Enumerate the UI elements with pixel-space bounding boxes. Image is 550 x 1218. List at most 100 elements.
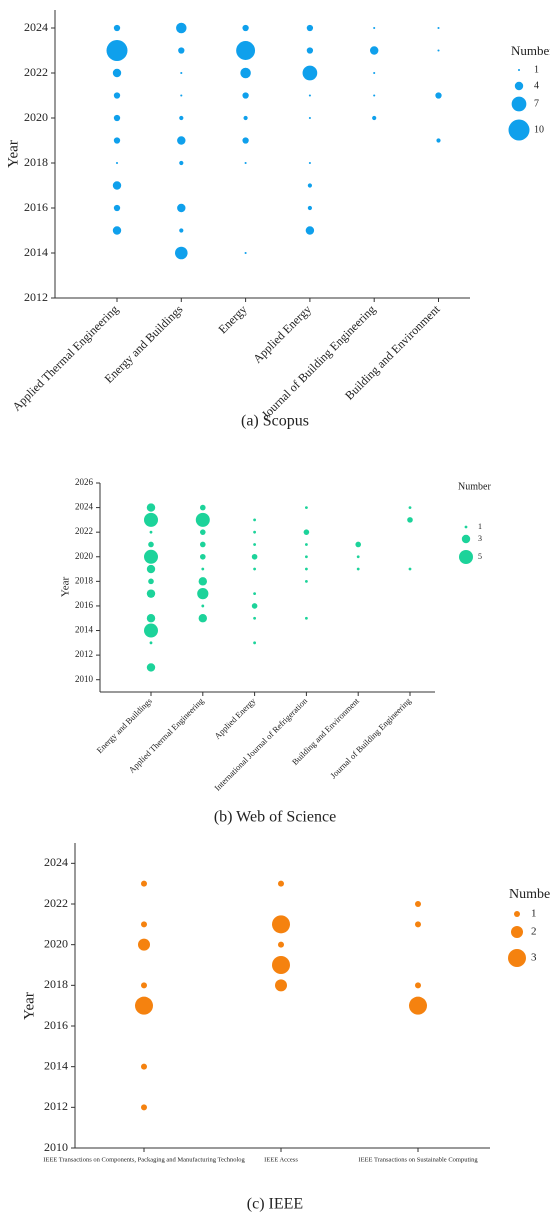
- bubble: [113, 204, 121, 212]
- bubble: [113, 137, 121, 144]
- bubble: [305, 555, 308, 559]
- legend-title: Number: [509, 887, 550, 902]
- legend-bubble: [511, 96, 527, 112]
- bubble: [278, 941, 284, 948]
- bubble: [179, 228, 184, 233]
- bubble: [253, 641, 256, 645]
- legend-label: 5: [478, 552, 482, 561]
- legend-bubble: [464, 525, 468, 529]
- y-tick-label: 2022: [44, 896, 68, 910]
- bubble: [306, 24, 314, 32]
- bubble: [355, 541, 362, 548]
- bubble: [242, 92, 249, 99]
- bubble: [372, 115, 377, 121]
- bubble: [305, 579, 308, 583]
- bubble: [272, 956, 290, 974]
- bubble: [112, 68, 122, 78]
- bubble: [370, 46, 379, 55]
- bubble: [198, 614, 207, 623]
- y-axis-label: Year: [21, 992, 37, 1020]
- legend-title: Number: [511, 43, 550, 58]
- legend-label: 1: [534, 64, 539, 75]
- bubble: [253, 616, 256, 620]
- legend-label: 2: [531, 926, 537, 938]
- bubble: [113, 92, 121, 99]
- bubble: [141, 1063, 147, 1070]
- bubble: [407, 517, 413, 523]
- legend-label: 10: [534, 124, 544, 135]
- y-tick-label: 2018: [75, 575, 94, 585]
- x-tick-label: Energy and Buildings: [94, 696, 153, 755]
- y-tick-label: 2024: [44, 855, 68, 869]
- bubble: [356, 555, 360, 559]
- bubble: [415, 901, 421, 907]
- x-tick-label: Journal of Building Engineering: [259, 302, 378, 421]
- bubble: [146, 564, 156, 574]
- legend-bubble: [461, 534, 471, 544]
- y-tick-label: 2014: [24, 245, 48, 259]
- bubble: [437, 49, 440, 52]
- bubble: [198, 577, 207, 586]
- bubble: [149, 530, 153, 534]
- bubble: [408, 506, 412, 509]
- bubble: [146, 589, 156, 598]
- bubble: [436, 138, 441, 143]
- legend-label: 3: [478, 534, 482, 543]
- bubble: [146, 503, 156, 512]
- bubble: [272, 915, 290, 934]
- y-tick-label: 2014: [44, 1058, 68, 1072]
- bubble: [200, 553, 206, 560]
- bubble: [144, 623, 158, 638]
- y-tick-label: 2012: [24, 290, 48, 304]
- y-tick-label: 2020: [24, 110, 48, 124]
- bubble: [307, 205, 312, 211]
- y-tick-label: 2016: [44, 1018, 68, 1032]
- bubble: [106, 40, 128, 61]
- bubble: [373, 26, 376, 30]
- bubble: [278, 880, 284, 887]
- legend-title: Number: [458, 481, 491, 492]
- bubble: [415, 982, 421, 989]
- bubble: [175, 246, 188, 260]
- bubble: [201, 567, 205, 571]
- bubble: [308, 161, 311, 165]
- x-tick-label: Applied Thermal Engineering: [10, 302, 122, 414]
- bubble: [144, 512, 158, 527]
- legend-label: 1: [531, 908, 537, 920]
- legend-bubble: [514, 81, 524, 91]
- bubble: [176, 22, 187, 34]
- bubble: [141, 921, 147, 928]
- bubble: [146, 614, 156, 623]
- bubble: [408, 567, 412, 571]
- y-tick-label: 2018: [24, 155, 48, 169]
- y-tick-label: 2024: [75, 502, 94, 512]
- y-tick-label: 2020: [44, 936, 68, 950]
- y-tick-label: 2010: [75, 674, 94, 684]
- bubble: [308, 116, 311, 120]
- y-tick-label: 2022: [24, 65, 48, 79]
- bubble: [177, 203, 186, 213]
- legend-label: 7: [534, 98, 539, 109]
- x-tick-label: Energy: [215, 302, 249, 336]
- bubble: [144, 549, 158, 564]
- legend-label: 4: [534, 80, 539, 91]
- bubble: [200, 541, 206, 548]
- bubble: [240, 67, 251, 79]
- bubble: [113, 114, 121, 122]
- bubble: [141, 880, 147, 887]
- bubble: [251, 603, 258, 609]
- y-tick-label: 2012: [44, 1099, 68, 1113]
- caption: (c) IEEE: [247, 1196, 303, 1213]
- y-tick-label: 2024: [24, 20, 48, 34]
- bubble: [308, 94, 311, 97]
- caption: (a) Scopus: [241, 413, 309, 430]
- y-tick-label: 2012: [75, 649, 93, 659]
- bubble: [251, 553, 258, 560]
- bubble: [253, 543, 256, 546]
- bubble: [180, 94, 183, 97]
- bubble: [415, 921, 421, 928]
- bubble: [201, 604, 205, 608]
- bubble: [253, 530, 256, 534]
